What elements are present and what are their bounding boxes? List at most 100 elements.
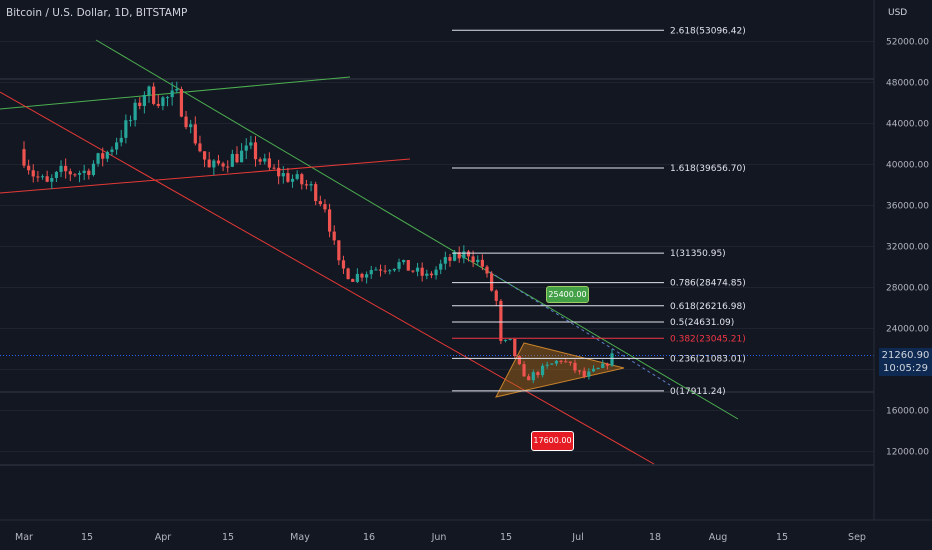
candle-body xyxy=(184,116,188,128)
candle-body xyxy=(392,268,396,271)
candle-body xyxy=(462,251,466,259)
candle-body xyxy=(152,86,156,104)
candle-body xyxy=(346,268,350,280)
candle-body xyxy=(378,269,383,271)
candle-body xyxy=(466,251,471,257)
candle-body xyxy=(45,176,49,182)
candle-body xyxy=(277,167,281,177)
candle-body xyxy=(87,170,91,175)
candle-body xyxy=(91,163,96,175)
candle-body xyxy=(202,151,207,160)
candle-body xyxy=(406,260,410,271)
candle-body xyxy=(374,269,378,271)
x-tick-label: Jul xyxy=(571,532,583,543)
candle-body xyxy=(545,364,549,366)
candle-body xyxy=(40,176,45,178)
x-tick-label: 15 xyxy=(222,532,234,543)
candle-body xyxy=(327,209,332,232)
candle-body xyxy=(517,356,522,365)
candle-body xyxy=(559,360,563,362)
candle-body xyxy=(527,376,531,381)
y-tick-label: 24000.00 xyxy=(886,325,929,335)
candle-body xyxy=(434,269,438,276)
candle-body xyxy=(272,167,276,169)
candle-body xyxy=(531,372,535,381)
candle-body xyxy=(318,201,322,205)
candle-body xyxy=(226,166,230,168)
candle-body xyxy=(216,160,221,164)
x-tick-label: 16 xyxy=(363,532,375,543)
candle-body xyxy=(175,89,179,91)
fib-level-label: 0.786(28474.85) xyxy=(670,279,746,289)
upper-channel-line xyxy=(0,76,351,110)
candle-body xyxy=(448,257,452,261)
candle-body xyxy=(59,165,63,172)
candle-body xyxy=(31,170,35,177)
candle-body xyxy=(540,365,545,376)
candle-body xyxy=(601,363,605,368)
candle-body xyxy=(22,149,26,166)
chart-title: Bitcoin / U.S. Dollar, 1D, BITSTAMP xyxy=(6,7,188,19)
candle-body xyxy=(420,267,424,276)
candle-body xyxy=(73,174,77,176)
y-tick-label: 52000.00 xyxy=(886,38,929,48)
x-tick-label: 18 xyxy=(649,532,661,543)
candle-body xyxy=(170,90,174,98)
candle-body xyxy=(68,171,72,175)
candle-body xyxy=(281,173,285,177)
candle-body xyxy=(508,338,512,340)
fib-level-label: 0(17911.24) xyxy=(670,387,726,397)
candle-body xyxy=(27,165,31,171)
y-axis-unit: USD xyxy=(888,8,907,18)
candle-body xyxy=(578,370,582,372)
candle-body xyxy=(82,170,86,174)
x-tick-label: Mar xyxy=(15,532,33,543)
candle-body xyxy=(360,273,364,278)
y-tick-label: 28000.00 xyxy=(886,284,929,294)
candle-body xyxy=(568,361,572,363)
support-channel-line xyxy=(0,91,655,465)
candle-body xyxy=(425,273,429,276)
candle-body xyxy=(258,159,262,162)
candle-body xyxy=(397,262,401,269)
candle-body xyxy=(119,137,123,143)
candle-body xyxy=(411,270,415,272)
candle-body xyxy=(128,120,133,122)
candle-body xyxy=(304,184,309,186)
candle-body xyxy=(332,231,336,241)
candle-body xyxy=(142,94,146,107)
x-tick-label: May xyxy=(290,532,310,543)
candle-body xyxy=(212,160,216,168)
triangle-pattern xyxy=(495,342,625,398)
target-note-red[interactable]: 17600.00 xyxy=(531,431,574,451)
candle-body xyxy=(369,269,373,275)
candle-body xyxy=(147,86,151,95)
candle-body xyxy=(443,257,447,264)
candle-body xyxy=(263,158,267,162)
fib-level-label: 0.236(21083.01) xyxy=(670,354,746,364)
y-tick-label: 48000.00 xyxy=(886,79,929,89)
candle-body xyxy=(522,364,526,377)
candle-body xyxy=(133,102,137,121)
candle-body xyxy=(189,124,193,128)
candle-body xyxy=(295,174,299,179)
candle-body xyxy=(124,120,128,138)
candle-body xyxy=(179,89,184,117)
candle-body xyxy=(110,149,114,152)
fib-level-label: 0.382(23045.21) xyxy=(670,334,746,344)
candle-body xyxy=(587,371,591,377)
candle-body xyxy=(77,173,82,175)
candle-body xyxy=(550,363,554,365)
candle-body xyxy=(230,153,234,167)
x-tick-label: 15 xyxy=(776,532,788,543)
x-tick-label: Sep xyxy=(848,532,866,543)
target-note-green[interactable]: 25400.00 xyxy=(546,286,589,303)
candle-body xyxy=(314,184,318,202)
candle-body xyxy=(286,173,290,182)
candle-body xyxy=(402,260,406,263)
candle-body xyxy=(564,361,568,363)
candle-body xyxy=(490,273,494,291)
candle-body xyxy=(439,263,443,270)
